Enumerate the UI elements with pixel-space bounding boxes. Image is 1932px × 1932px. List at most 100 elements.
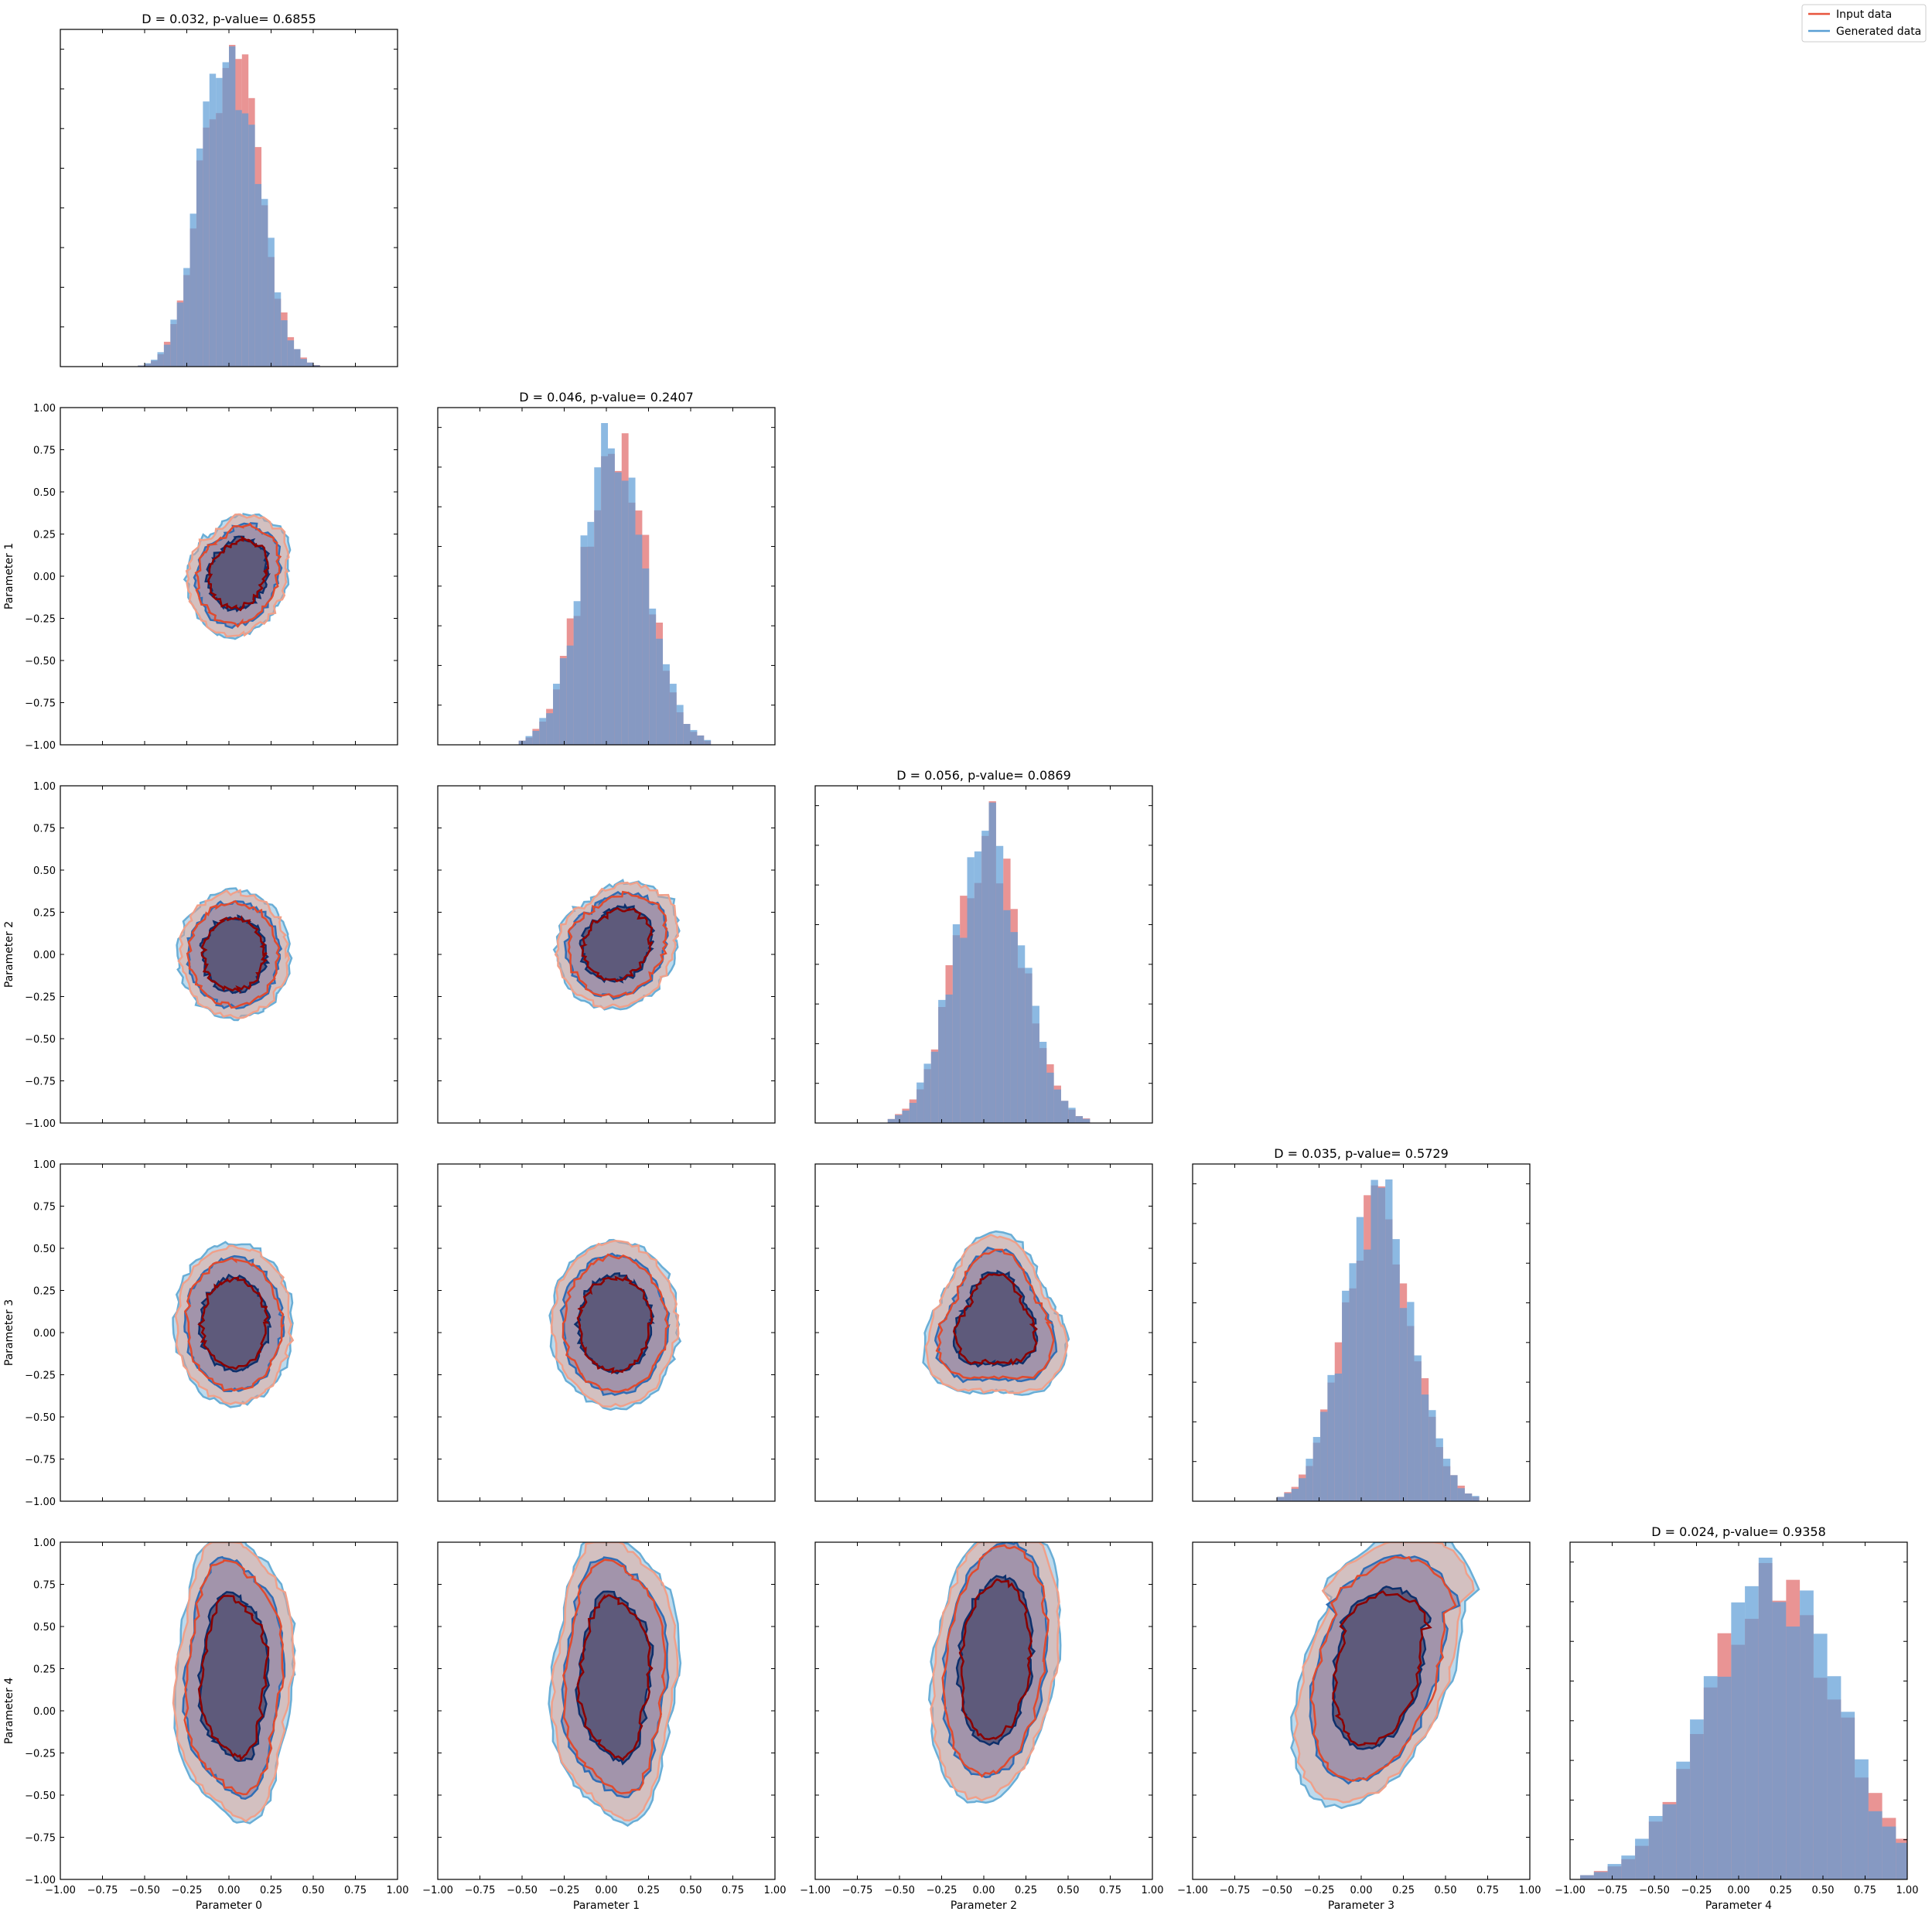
x-axis-label: Parameter 0 <box>196 1900 262 1912</box>
hist-bar-generated <box>306 362 314 367</box>
y-tick-label: 0.75 <box>33 1580 56 1592</box>
hist-bar-generated <box>229 46 236 367</box>
hist-bar-generated <box>183 268 190 367</box>
panel-frame <box>1192 1163 1531 1502</box>
y-tick-label: 0.50 <box>33 1622 56 1633</box>
panel-frame <box>1569 1541 1908 1880</box>
diagonal-title: D = 0.032, p-value= 0.6855 <box>142 12 316 26</box>
hist-bar-generated <box>189 213 196 367</box>
x-axis-label: Parameter 1 <box>573 1900 640 1912</box>
hist-bar-generated <box>1786 1626 1801 1879</box>
hist-bar-generated <box>559 658 567 745</box>
hist-bar-generated <box>222 62 229 367</box>
contour-input-mid <box>186 899 281 1009</box>
x-tick-label: 1.00 <box>764 1885 787 1896</box>
hist-bar-generated <box>1580 1875 1594 1879</box>
hist-bar-generated <box>1457 1488 1465 1501</box>
panel-frame <box>1192 1541 1531 1880</box>
contour-generated-inner <box>197 1273 272 1373</box>
x-tick-label: 0.50 <box>302 1885 325 1896</box>
x-tick-label: −0.25 <box>549 1885 580 1896</box>
hist-bar-generated <box>690 729 698 745</box>
hist-bar-generated <box>587 521 595 745</box>
contour-group <box>548 1238 682 1411</box>
contour-input-mid <box>941 1544 1050 1778</box>
contour-input-inner <box>197 1595 270 1762</box>
y-axis-label: Parameter 4 <box>3 1678 15 1744</box>
hist-bar-generated <box>261 199 268 367</box>
y-tick-label: 0.00 <box>33 572 56 583</box>
x-tick-label: 0.75 <box>1854 1885 1876 1896</box>
hist-bar-generated <box>1017 945 1026 1123</box>
y-tick-label: −1.00 <box>25 1118 56 1130</box>
panels-layer: D = 0.032, p-value= 0.6855 −1.00 −0.75 −0.5… <box>3 12 1918 1912</box>
hist-bar-generated <box>1342 1290 1350 1501</box>
y-tick-label: −0.75 <box>25 1833 56 1845</box>
hist-bar-generated <box>1291 1489 1299 1501</box>
x-tick-label: 0.50 <box>1435 1885 1457 1896</box>
hist-bar-generated <box>1731 1602 1746 1879</box>
hist-bar-generated <box>313 365 320 367</box>
hist-bar-generated <box>1284 1493 1292 1501</box>
hist-bar-generated <box>1621 1855 1636 1879</box>
hist-bar-generated <box>1025 968 1033 1123</box>
x-tick-label: 0.00 <box>596 1885 618 1896</box>
y-tick-label: −1.00 <box>25 1875 56 1886</box>
y-tick-label: −0.75 <box>25 1077 56 1088</box>
x-tick-label: 1.00 <box>387 1885 409 1896</box>
y-tick-label: −1.00 <box>25 1497 56 1508</box>
diagonal-title: D = 0.024, p-value= 0.9358 <box>1651 1524 1826 1539</box>
x-tick-label: 0.25 <box>637 1885 660 1896</box>
contour-input-inner <box>576 1594 654 1761</box>
hist-bar-generated <box>1648 1815 1663 1879</box>
x-tick-label: 0.00 <box>218 1885 241 1896</box>
y-tick-label: −0.50 <box>25 1412 56 1424</box>
y-tick-label: 0.25 <box>33 908 56 920</box>
hist-bar-generated <box>546 713 554 745</box>
x-tick-label: 0.50 <box>1057 1885 1080 1896</box>
x-tick-label: 0.75 <box>1476 1885 1499 1896</box>
contour-input-mid <box>562 1253 670 1393</box>
hist-bar-generated <box>1032 1005 1039 1123</box>
x-tick-label: 0.25 <box>1392 1885 1415 1896</box>
hist-bar-generated <box>1349 1263 1357 1501</box>
contour-input-inner <box>207 535 270 612</box>
x-tick-label: 0.00 <box>973 1885 995 1896</box>
y-tick-label: −0.25 <box>25 1370 56 1382</box>
hist-bar-generated <box>281 320 288 367</box>
hist-bar-generated <box>1039 1042 1047 1123</box>
hist-bar-generated <box>1060 1101 1069 1123</box>
hist-bar-generated <box>1414 1355 1422 1501</box>
hist-bar-generated <box>1635 1838 1649 1879</box>
hist-bar-generated <box>704 739 712 745</box>
hist-bar-generated <box>902 1110 910 1123</box>
hist-bar-generated <box>669 684 677 745</box>
panel-frame <box>60 1541 398 1880</box>
x-tick-label: 0.00 <box>1728 1885 1750 1896</box>
panel-frame <box>814 1541 1153 1880</box>
hist-bar-generated <box>170 319 177 367</box>
hist-bar-generated <box>1082 1118 1091 1123</box>
panel-frame <box>437 1163 776 1502</box>
hist-bar-generated <box>1299 1478 1306 1501</box>
contour-input-mid <box>183 1559 285 1796</box>
diagonal-title: D = 0.056, p-value= 0.0869 <box>896 768 1071 783</box>
hist-bar-generated <box>1813 1633 1828 1879</box>
y-tick-label: 1.00 <box>33 1538 56 1549</box>
contour-input-mid <box>1309 1555 1457 1782</box>
contour-generated-inner <box>573 1272 655 1375</box>
y-tick-label: 0.25 <box>33 1286 56 1298</box>
panel-r1-c0: −1.00 −0.75 −0.50 −0.25 0.00 0.25 0.50 0.75 1.00… <box>3 403 398 752</box>
y-tick-label: 0.50 <box>33 865 56 877</box>
contour-group <box>183 512 292 640</box>
hist-bar-generated <box>144 363 152 367</box>
hist-bar-generated <box>287 340 295 367</box>
contour-input-inner <box>197 1276 270 1370</box>
panel-r3-c1 <box>437 1163 776 1502</box>
hist-bar-generated <box>268 237 275 367</box>
contour-group <box>172 1241 295 1408</box>
panel-frame <box>437 1541 776 1880</box>
hist-bar-generated <box>1450 1475 1458 1501</box>
contour-input-mid <box>194 522 282 628</box>
hist-bar-generated <box>683 724 691 745</box>
